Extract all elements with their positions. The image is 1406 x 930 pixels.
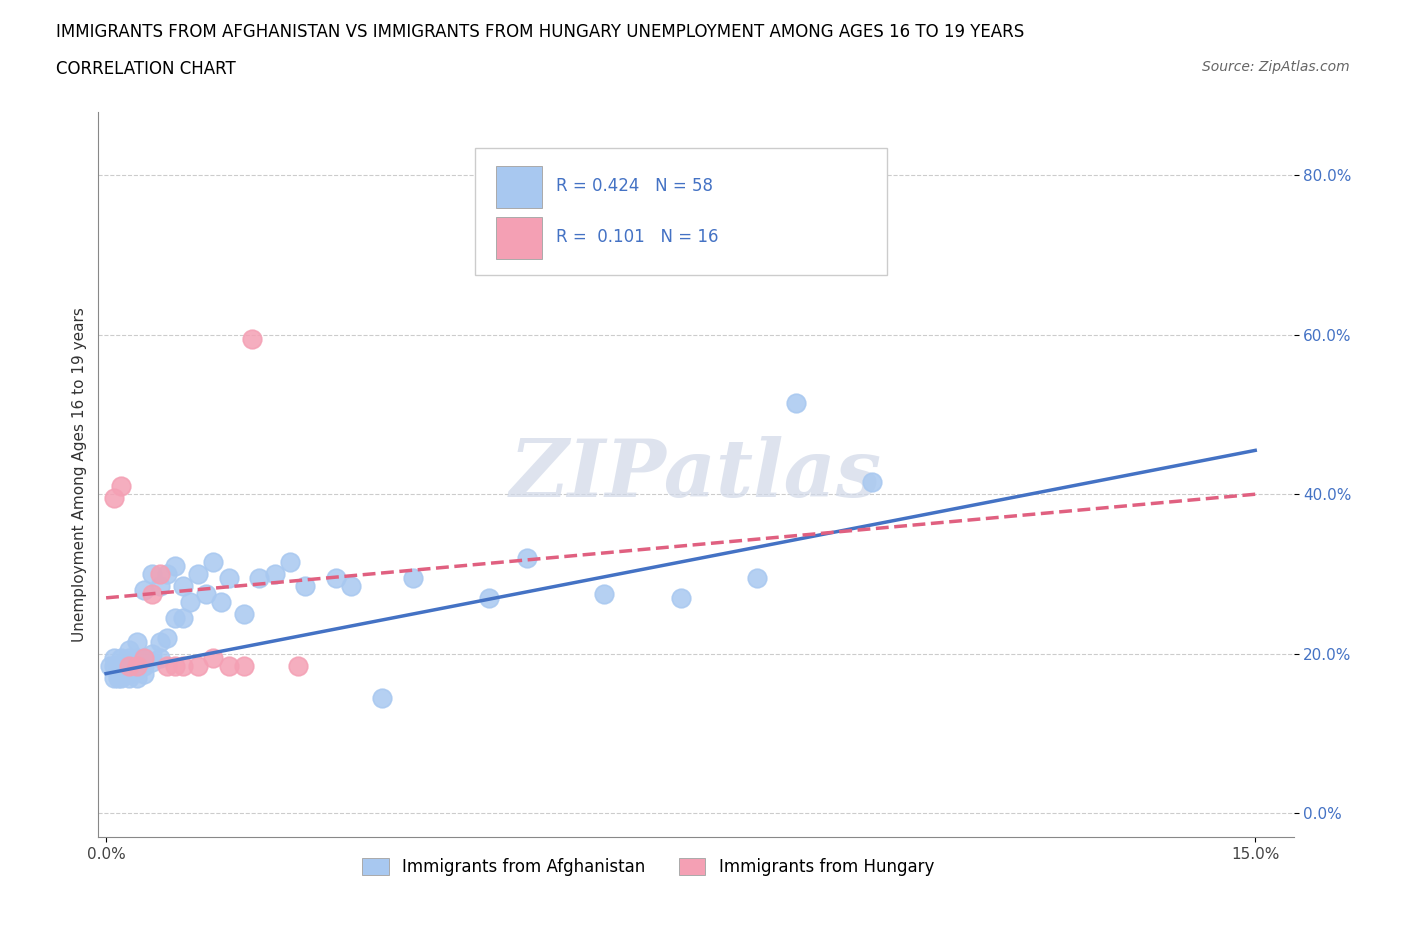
Point xyxy=(141,566,163,581)
Point xyxy=(669,591,692,605)
Point xyxy=(141,587,163,602)
Point xyxy=(149,634,172,649)
Point xyxy=(325,570,347,585)
Point xyxy=(278,554,301,569)
Legend: Immigrants from Afghanistan, Immigrants from Hungary: Immigrants from Afghanistan, Immigrants … xyxy=(356,852,941,883)
Point xyxy=(134,582,156,597)
Point xyxy=(187,658,209,673)
Point xyxy=(747,570,769,585)
Point xyxy=(218,658,240,673)
Point xyxy=(163,658,186,673)
Text: R =  0.101   N = 16: R = 0.101 N = 16 xyxy=(557,228,718,246)
Point xyxy=(240,331,263,346)
Point xyxy=(118,650,141,665)
Point xyxy=(156,566,179,581)
Point xyxy=(110,479,132,494)
Text: ZIPatlas: ZIPatlas xyxy=(510,435,882,513)
Point xyxy=(163,559,186,574)
Point xyxy=(110,671,132,685)
Point xyxy=(103,658,125,673)
Point xyxy=(202,554,225,569)
Point xyxy=(172,610,194,625)
Point xyxy=(114,654,136,669)
Point xyxy=(125,671,148,685)
Point xyxy=(287,658,309,673)
Point xyxy=(218,570,240,585)
Point xyxy=(247,570,270,585)
Point xyxy=(179,594,201,609)
Point xyxy=(118,643,141,658)
Point xyxy=(149,650,172,665)
Point xyxy=(478,591,501,605)
Text: IMMIGRANTS FROM AFGHANISTAN VS IMMIGRANTS FROM HUNGARY UNEMPLOYMENT AMONG AGES 1: IMMIGRANTS FROM AFGHANISTAN VS IMMIGRANT… xyxy=(56,23,1025,41)
Point xyxy=(187,566,209,581)
Point xyxy=(209,594,232,609)
Point xyxy=(103,491,125,506)
Y-axis label: Unemployment Among Ages 16 to 19 years: Unemployment Among Ages 16 to 19 years xyxy=(72,307,87,642)
Point xyxy=(125,650,148,665)
Point xyxy=(156,658,179,673)
Point xyxy=(107,671,129,685)
Point xyxy=(516,551,538,565)
Point xyxy=(263,566,285,581)
Point xyxy=(125,658,148,673)
Point xyxy=(163,610,186,625)
Point xyxy=(294,578,316,593)
Point xyxy=(149,578,172,593)
Point xyxy=(149,566,172,581)
Point xyxy=(118,666,141,681)
Text: Source: ZipAtlas.com: Source: ZipAtlas.com xyxy=(1202,60,1350,74)
Point xyxy=(98,658,121,673)
Point xyxy=(593,587,616,602)
Point xyxy=(194,587,217,602)
Point xyxy=(134,650,156,665)
Point xyxy=(103,650,125,665)
Point xyxy=(103,671,125,685)
Point xyxy=(340,578,363,593)
Point xyxy=(110,658,132,673)
Text: R = 0.424   N = 58: R = 0.424 N = 58 xyxy=(557,178,713,195)
Bar xyxy=(496,217,541,259)
Point xyxy=(107,658,129,673)
Point xyxy=(134,650,156,665)
Point xyxy=(125,662,148,677)
Point xyxy=(233,606,256,621)
Point xyxy=(785,395,807,410)
Point xyxy=(172,658,194,673)
Point xyxy=(401,570,423,585)
FancyBboxPatch shape xyxy=(475,148,887,275)
Point xyxy=(118,658,141,673)
Point xyxy=(134,666,156,681)
Point xyxy=(141,654,163,669)
Point xyxy=(141,646,163,661)
Point xyxy=(118,658,141,673)
Point xyxy=(134,658,156,673)
Point xyxy=(202,650,225,665)
Text: CORRELATION CHART: CORRELATION CHART xyxy=(56,60,236,78)
Point xyxy=(114,666,136,681)
Point xyxy=(118,671,141,685)
Point xyxy=(371,690,394,705)
Point xyxy=(233,658,256,673)
Point xyxy=(156,631,179,645)
Point xyxy=(860,475,883,490)
Point xyxy=(125,634,148,649)
Point xyxy=(110,650,132,665)
Point xyxy=(172,578,194,593)
Bar xyxy=(496,166,541,208)
